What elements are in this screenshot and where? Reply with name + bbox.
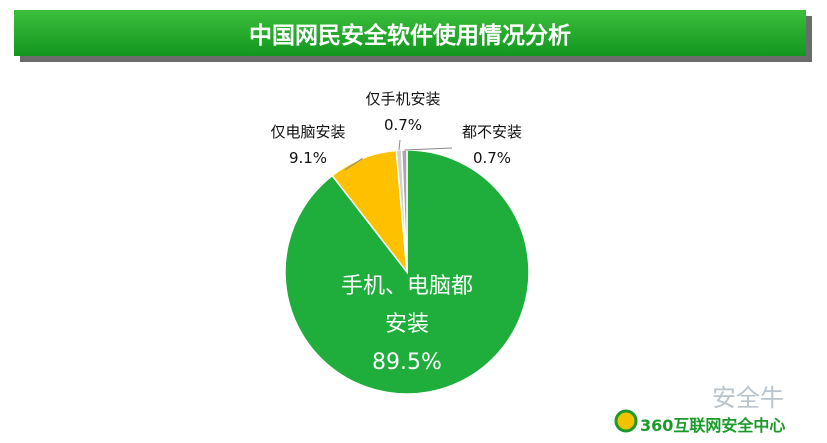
watermark: 安全牛: [712, 384, 784, 412]
value-label: 89.5%: [372, 350, 442, 375]
source: 360互联网安全中心: [640, 416, 786, 435]
logo: [614, 409, 638, 433]
value-label: 0.7%: [383, 116, 423, 134]
value-label: 9.1%: [288, 149, 328, 167]
leader-line: [344, 158, 363, 171]
chart-title: 中国网民安全软件使用情况分析: [14, 10, 806, 56]
value-label: 0.7%: [472, 149, 512, 167]
leader-line: [398, 139, 401, 151]
slice-label: 仅电脑安装: [270, 123, 346, 141]
slice-label: 都不安装: [461, 123, 523, 141]
slice-label: 手机、电脑都安装: [340, 274, 473, 337]
leader-line: [404, 147, 453, 151]
slice-label: 仅手机安装: [365, 90, 441, 108]
